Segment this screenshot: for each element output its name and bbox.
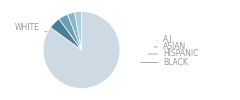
Text: A.I.: A.I. bbox=[158, 36, 175, 44]
Wedge shape bbox=[67, 12, 82, 50]
Text: BLACK: BLACK bbox=[141, 58, 188, 67]
Wedge shape bbox=[51, 19, 82, 50]
Wedge shape bbox=[43, 12, 120, 88]
Text: WHITE: WHITE bbox=[14, 24, 77, 38]
Text: ASIAN: ASIAN bbox=[154, 42, 186, 51]
Text: HISPANIC: HISPANIC bbox=[148, 50, 198, 58]
Wedge shape bbox=[74, 12, 82, 50]
Wedge shape bbox=[59, 14, 82, 50]
